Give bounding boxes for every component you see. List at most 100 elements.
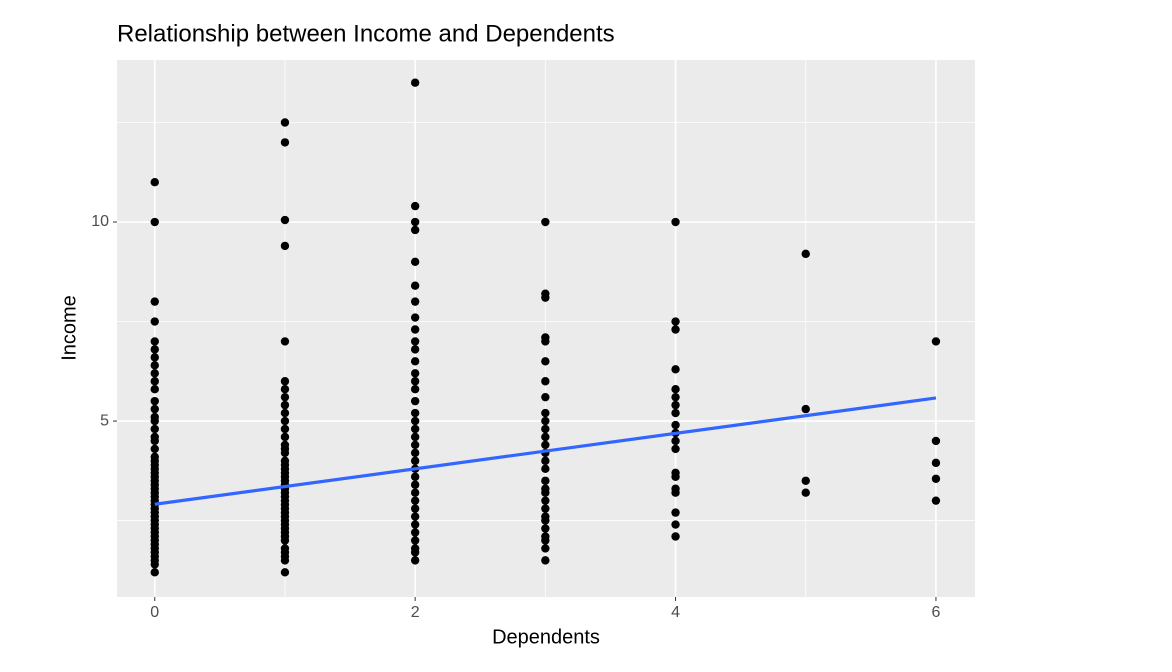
point	[410, 257, 420, 267]
point	[671, 444, 680, 454]
point	[410, 325, 420, 334]
point	[410, 448, 420, 458]
point	[410, 480, 420, 489]
point	[280, 118, 290, 127]
point	[931, 436, 941, 446]
point	[801, 488, 810, 497]
point	[280, 432, 290, 442]
point	[671, 436, 680, 446]
point	[150, 436, 159, 446]
x-tick-label: 0	[150, 604, 159, 621]
point	[671, 488, 680, 497]
point	[671, 325, 680, 334]
point	[280, 536, 290, 545]
point	[150, 217, 159, 227]
point	[410, 472, 420, 481]
point	[410, 548, 420, 557]
point	[280, 377, 290, 386]
point	[671, 508, 680, 517]
y-axis-label: Income	[58, 295, 80, 361]
point	[150, 424, 159, 434]
point	[410, 369, 420, 378]
point	[280, 392, 290, 402]
point	[280, 385, 290, 394]
chart-title: Relationship between Income and Dependen…	[117, 20, 615, 47]
x-tick-label: 2	[411, 604, 420, 621]
point	[410, 281, 420, 290]
point	[410, 456, 420, 466]
point	[801, 476, 810, 485]
point	[671, 520, 680, 529]
point	[541, 516, 550, 525]
point	[931, 337, 941, 346]
point	[410, 488, 420, 497]
point	[410, 536, 420, 545]
point	[280, 556, 290, 565]
point	[410, 385, 420, 394]
point	[541, 476, 550, 485]
point	[801, 404, 810, 414]
point	[150, 396, 159, 406]
point	[410, 520, 420, 529]
point	[541, 556, 550, 565]
point	[410, 217, 420, 227]
point	[410, 504, 420, 513]
point	[410, 313, 420, 322]
point	[150, 353, 159, 362]
point	[410, 416, 420, 426]
point	[150, 377, 159, 386]
point	[150, 369, 159, 378]
point	[671, 408, 680, 418]
point	[280, 424, 290, 434]
point	[931, 458, 941, 468]
point	[280, 448, 290, 458]
point	[541, 524, 550, 533]
point	[541, 432, 550, 442]
point	[280, 408, 290, 418]
point	[280, 400, 290, 410]
point	[410, 424, 420, 434]
point	[150, 560, 159, 569]
point	[410, 556, 420, 565]
point	[671, 420, 680, 430]
point	[541, 504, 550, 513]
point	[671, 532, 680, 541]
point	[931, 474, 941, 483]
point	[541, 293, 550, 302]
point	[150, 385, 159, 394]
point	[280, 215, 290, 225]
point	[410, 345, 420, 354]
point	[541, 536, 550, 545]
point	[410, 201, 420, 211]
point	[541, 456, 550, 466]
point	[150, 416, 159, 426]
point	[541, 377, 550, 386]
point	[671, 392, 680, 402]
point	[541, 488, 550, 497]
point	[671, 385, 680, 394]
point	[410, 512, 420, 521]
y-tick-label: 5	[100, 412, 109, 429]
point	[410, 408, 420, 418]
point	[150, 361, 159, 370]
point	[280, 337, 290, 346]
point	[671, 365, 680, 374]
point	[410, 432, 420, 442]
point	[541, 424, 550, 434]
point	[280, 241, 290, 251]
point	[150, 337, 159, 346]
point	[671, 217, 680, 227]
point	[541, 408, 550, 418]
point	[280, 416, 290, 426]
point	[410, 396, 420, 406]
point	[541, 392, 550, 402]
y-tick-label: 10	[91, 213, 109, 230]
point	[280, 568, 290, 577]
point	[280, 138, 290, 147]
point	[541, 416, 550, 426]
point	[541, 217, 550, 227]
point	[541, 496, 550, 505]
fit-line	[154, 396, 937, 506]
point	[410, 225, 420, 235]
